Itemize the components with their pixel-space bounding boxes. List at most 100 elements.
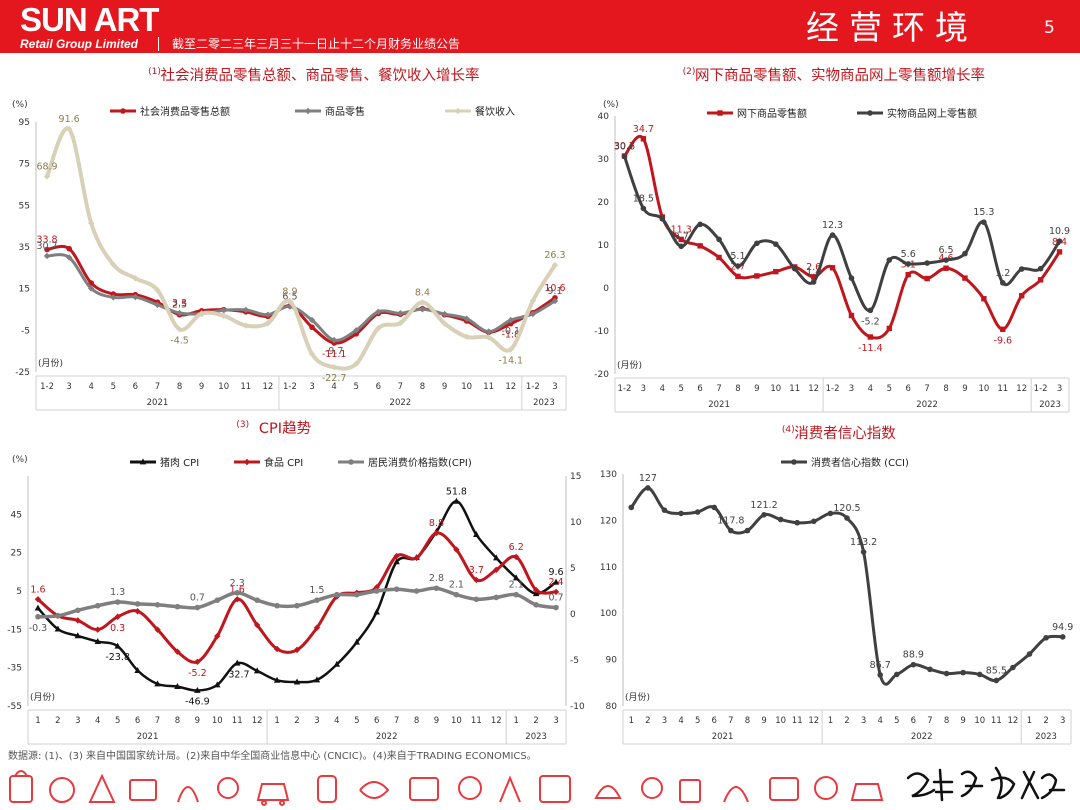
data-point <box>811 518 817 525</box>
chart-title: 网下商品零售额、实物商品网上零售额增长率 <box>695 67 985 84</box>
data-point <box>860 549 867 555</box>
data-point <box>293 646 301 654</box>
data-point <box>253 667 261 674</box>
x-tick-label: 2 <box>844 716 849 726</box>
data-label: -1.8 <box>502 330 521 341</box>
data-point <box>640 205 647 212</box>
x-tick-label: 10 <box>451 716 462 726</box>
data-point <box>976 671 983 678</box>
legend-item: 居民消费价格指数(CPI) <box>338 456 472 469</box>
data-point <box>493 594 500 601</box>
x-tick-label: 1 <box>274 716 279 726</box>
data-point <box>924 275 930 282</box>
data-point <box>645 485 651 491</box>
data-point <box>114 613 121 620</box>
data-point <box>333 660 341 667</box>
x-tick-label: 1 <box>35 716 40 726</box>
data-point <box>943 265 949 271</box>
data-point <box>886 325 892 332</box>
data-point <box>507 346 514 353</box>
data-label: 94.9 <box>1052 622 1073 633</box>
data-point <box>264 311 272 318</box>
data-point <box>94 638 101 644</box>
legend-item: 餐饮收入 <box>445 105 515 118</box>
y-tick-label: 55 <box>19 201 30 211</box>
x-year-label: 2022 <box>916 400 938 410</box>
data-point <box>844 515 850 521</box>
data-label: 2.8 <box>429 573 444 584</box>
milk-carton-icon <box>679 779 701 803</box>
x-year-label: 2023 <box>1035 732 1057 742</box>
data-label: -32.7 <box>225 669 250 680</box>
header-bar: SUN ART Retail Group Limited 截至二零二三年三月三十… <box>0 0 1080 53</box>
x-year-label: 2021 <box>137 732 159 742</box>
data-point <box>463 315 470 322</box>
data-label: 18.5 <box>633 193 654 204</box>
data-point <box>194 604 201 611</box>
data-point <box>242 322 249 329</box>
data-point <box>174 648 181 655</box>
y-tick-label: 130 <box>600 470 617 480</box>
data-label: 8.9 <box>282 286 297 297</box>
x-tick-label: 6 <box>133 382 138 392</box>
data-point <box>924 260 930 266</box>
data-point <box>353 591 360 598</box>
x-tick-label: 12 <box>808 384 819 394</box>
data-point <box>694 509 701 515</box>
legend-label: 实物商品网上零售额 <box>887 107 977 120</box>
chart-note-marker: (3) <box>236 420 249 430</box>
data-source-footnote: 数据源: (1)、(3) 来自中国国家统计局。(2)来自中华全国商业信息中心 (… <box>8 751 537 762</box>
data-point <box>66 245 72 252</box>
chart-title: 消费者信心指数 <box>794 425 896 442</box>
data-point <box>154 301 161 309</box>
x-tick-label: 3 <box>861 716 866 726</box>
x-tick-label: 9 <box>761 716 766 726</box>
x-tick-label: 6 <box>911 716 916 726</box>
data-point <box>716 254 722 261</box>
y-axis-unit: (%) <box>12 455 28 465</box>
x-tick-label: 10 <box>218 382 229 392</box>
data-point <box>353 360 360 368</box>
data-point <box>829 232 836 238</box>
data-label: 0.7 <box>190 593 205 604</box>
data-point <box>981 219 987 226</box>
data-point <box>711 504 718 511</box>
data-point <box>43 252 51 260</box>
data-point <box>334 591 340 598</box>
data-label: 2.1 <box>509 580 524 591</box>
x-tick-label: 3 <box>849 384 854 394</box>
data-point <box>512 574 520 581</box>
y-tick-label: -5 <box>21 326 30 336</box>
data-point <box>1056 249 1063 255</box>
data-point <box>353 327 360 334</box>
chart-note-marker: (2) <box>683 67 696 77</box>
x-tick-label: 5 <box>695 716 700 726</box>
data-point <box>88 280 95 286</box>
x-tick-label: 7 <box>927 716 932 726</box>
data-point <box>154 602 161 608</box>
x-tick-label: 4 <box>95 716 100 726</box>
data-label: 127 <box>639 473 657 484</box>
data-point <box>552 578 560 585</box>
x-year-label: 2021 <box>147 398 169 408</box>
brand-signature-logo <box>906 766 1066 802</box>
x-year-label: 2023 <box>533 398 555 408</box>
data-point <box>867 334 874 340</box>
page-number: 5 <box>1044 18 1055 38</box>
chart-title-group: 消费者信心指数(4) <box>782 425 896 442</box>
y-axis-unit: (%) <box>12 100 28 110</box>
data-point <box>234 659 241 666</box>
data-point <box>134 666 141 673</box>
legend-label: 社会消费品零售总额 <box>140 105 230 118</box>
announcement-title: 截至二零二三年三月三十一日止十二个月财务业绩公告 <box>172 37 461 51</box>
data-label: 2.1 <box>449 580 464 591</box>
x-tick-label: 12 <box>1008 716 1019 726</box>
x-tick-label: 11 <box>789 384 800 394</box>
data-label: 1.4 <box>806 267 821 278</box>
data-point <box>110 261 117 268</box>
legend-item: 商品零售 <box>295 105 365 118</box>
data-point <box>962 275 968 281</box>
chart-title-group: 社会消费品零售总额、商品零售、餐饮收入增长率(1) <box>148 67 479 84</box>
x-tick-label: 2 <box>533 716 538 726</box>
x-tick-label: 3 <box>75 716 80 726</box>
